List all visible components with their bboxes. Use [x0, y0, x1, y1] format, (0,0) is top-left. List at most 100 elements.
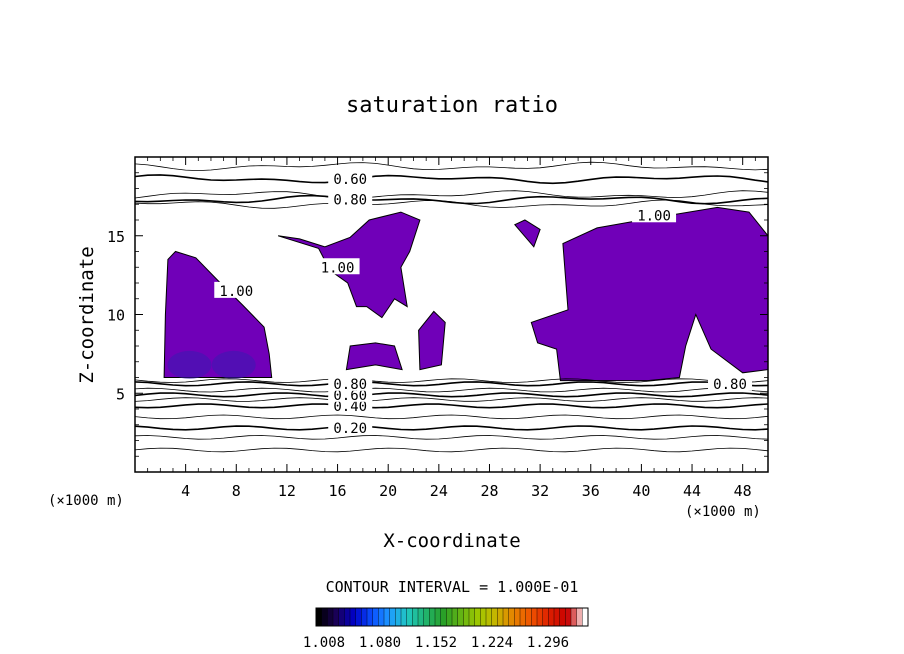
y-tick-label: 10	[107, 307, 125, 325]
colorbar-swatch	[497, 608, 504, 626]
colorbar-tick-label: 1.080	[359, 635, 401, 651]
contour-line	[134, 447, 769, 453]
chart-title: saturation ratio	[346, 93, 558, 118]
contour-label-bg	[328, 418, 373, 435]
contour-label-bg	[328, 190, 373, 207]
colorbar-swatch	[537, 608, 544, 626]
colorbar-swatch	[446, 608, 453, 626]
supersaturation-region	[418, 310, 446, 371]
colorbar-swatch	[423, 608, 430, 626]
contour-line	[134, 392, 769, 398]
colorbar-swatch	[338, 608, 345, 626]
colorbar-swatch	[418, 608, 425, 626]
y-tick-label: 5	[116, 385, 125, 403]
x-axis-ticks: 4 8 12 16 20 24 28 32 36 40 44 48	[147, 157, 769, 500]
colorbar	[315, 607, 589, 627]
supersaturation-core	[211, 350, 256, 379]
colorbar-tick-label: 1.008	[303, 635, 345, 651]
colorbar-swatch	[480, 608, 487, 626]
plot-area: 0.200.400.600.80 0.800.600.801.001.001.00…	[107, 156, 769, 500]
colorbar-swatch	[548, 608, 555, 626]
y-axis-label: Z-coordinate	[76, 246, 98, 383]
x-tick-label: 44	[683, 482, 701, 500]
supersaturation-region	[513, 219, 541, 248]
contour-line	[134, 387, 769, 393]
x-tick-label: 16	[329, 482, 347, 500]
contour-label-bg	[708, 374, 753, 391]
colorbar-swatch	[440, 608, 447, 626]
contour-label: 1.00	[321, 260, 355, 276]
colorbar-swatch	[389, 608, 396, 626]
colorbar-swatch	[316, 608, 323, 626]
contour-label: 0.20	[333, 421, 367, 437]
contour-line	[134, 381, 769, 387]
colorbar-swatch	[321, 608, 328, 626]
colorbar-swatch	[542, 608, 549, 626]
colorbar-tick-label: 1.152	[415, 635, 457, 651]
colorbar-swatch	[559, 608, 566, 626]
x-unit-left: (×1000 m)	[48, 493, 124, 509]
supersaturation-region	[163, 250, 273, 378]
contour-labels: 0.200.400.600.80 0.800.600.801.001.001.00	[214, 170, 753, 437]
x-unit-right: (×1000 m)	[685, 504, 761, 520]
x-tick-label: 28	[480, 482, 498, 500]
colorbar-swatch	[429, 608, 436, 626]
contour-label: 0.80	[333, 377, 367, 393]
colorbar-swatch	[378, 608, 385, 626]
colorbar-swatch	[508, 608, 515, 626]
x-tick-label: 8	[232, 482, 241, 500]
colorbar-swatch	[367, 608, 374, 626]
contour-line	[134, 425, 769, 431]
contour-line	[134, 403, 769, 409]
supersaturation-region	[345, 342, 403, 371]
colorbar-swatch	[520, 608, 527, 626]
colorbar-swatch	[491, 608, 498, 626]
contour-line	[134, 414, 769, 420]
colorbar-tick-label: 1.224	[471, 635, 513, 651]
contour-label: 0.80	[333, 193, 367, 209]
x-tick-label: 12	[278, 482, 296, 500]
colorbar-swatch	[372, 608, 379, 626]
contour-label-bg	[328, 374, 373, 391]
colorbar-swatch	[565, 608, 572, 626]
colorbar-swatch	[503, 608, 510, 626]
colorbar-swatch	[327, 608, 334, 626]
x-tick-label: 36	[582, 482, 600, 500]
x-tick-label: 48	[734, 482, 752, 500]
colorbar-swatch	[474, 608, 481, 626]
contour-label: 0.80	[713, 377, 747, 393]
colorbar-swatch	[514, 608, 521, 626]
colorbar-swatch	[457, 608, 464, 626]
colorbar-swatch	[525, 608, 532, 626]
y-axis-ticks: 5 10 15	[107, 172, 768, 457]
contour-label: 1.00	[637, 208, 671, 224]
colorbar-swatch	[344, 608, 351, 626]
colorbar-swatch	[582, 608, 589, 626]
colorbar-labels: 1.008 1.080 1.152 1.224 1.296	[303, 635, 569, 651]
x-tick-label: 24	[430, 482, 448, 500]
colorbar-swatch	[333, 608, 340, 626]
supersaturation-core	[167, 350, 212, 379]
x-tick-label: 40	[632, 482, 650, 500]
x-tick-label: 32	[531, 482, 549, 500]
contour-line	[134, 174, 769, 185]
x-tick-label: 4	[181, 482, 190, 500]
colorbar-swatch	[406, 608, 413, 626]
colorbar-swatch	[361, 608, 368, 626]
contour-label-bg	[632, 206, 677, 223]
colorbar-swatch	[355, 608, 362, 626]
contour-label-bg	[315, 258, 360, 275]
colorbar-swatch	[401, 608, 408, 626]
colorbar-swatch	[531, 608, 538, 626]
contour-line	[134, 397, 769, 402]
colorbar-swatch	[554, 608, 561, 626]
contour-line	[134, 435, 769, 440]
contour-label: 0.60	[333, 388, 367, 404]
contour-line	[134, 194, 769, 205]
colorbar-swatch	[463, 608, 470, 626]
contour-label-bg	[328, 170, 373, 187]
x-tick-label: 20	[379, 482, 397, 500]
contour-label: 0.40	[333, 399, 367, 415]
colorbar-swatch	[486, 608, 493, 626]
